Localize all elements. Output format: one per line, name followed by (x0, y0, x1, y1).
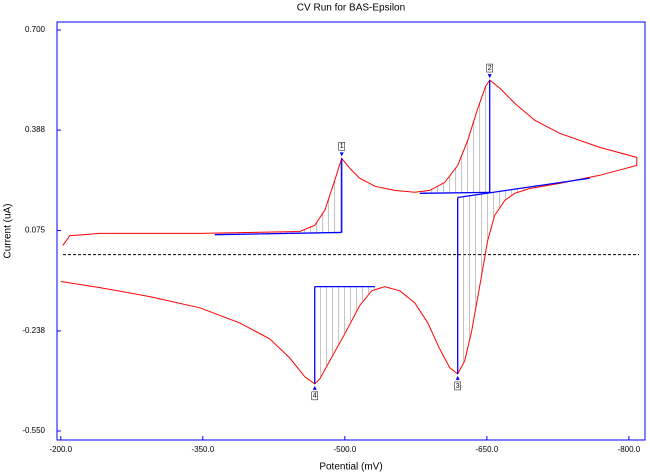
y-tick-label: 0.075 (25, 226, 46, 235)
peak-label: 2 (488, 65, 492, 72)
peak-label-box (338, 142, 345, 151)
peak-label: 4 (313, 393, 317, 400)
baseline (214, 231, 342, 236)
y-tick-label: -0.550 (22, 426, 45, 435)
peak-arrow (455, 375, 460, 380)
peak-arrow (487, 74, 492, 79)
y-tick-label: 0.388 (25, 125, 46, 134)
chart-title: CV Run for BAS-Epsilon (297, 3, 405, 14)
y-tick-label: -0.238 (22, 326, 45, 335)
data-line (60, 79, 638, 385)
peak-label-box (311, 391, 318, 401)
x-tick-label: -650.0 (476, 445, 499, 454)
x-axis-label: Potential (mV) (319, 462, 382, 473)
peak-arrow (312, 385, 317, 390)
baseline (457, 177, 590, 199)
x-tick-label: -200.0 (49, 445, 72, 454)
x-tick-label: -800.0 (618, 445, 641, 454)
x-tick-label: -500.0 (334, 445, 357, 454)
peak-arrow (339, 152, 344, 157)
y-tick-label: 0.700 (25, 25, 46, 34)
peak-label-box (486, 63, 493, 73)
x-tick-label: -350.0 (191, 445, 214, 454)
baseline (419, 191, 490, 194)
plot-frame (56, 21, 646, 441)
peak-label: 3 (456, 383, 460, 390)
peak-label-box (454, 381, 461, 391)
peak-label: 1 (340, 143, 344, 150)
y-axis-label: Current (uA) (3, 203, 14, 258)
